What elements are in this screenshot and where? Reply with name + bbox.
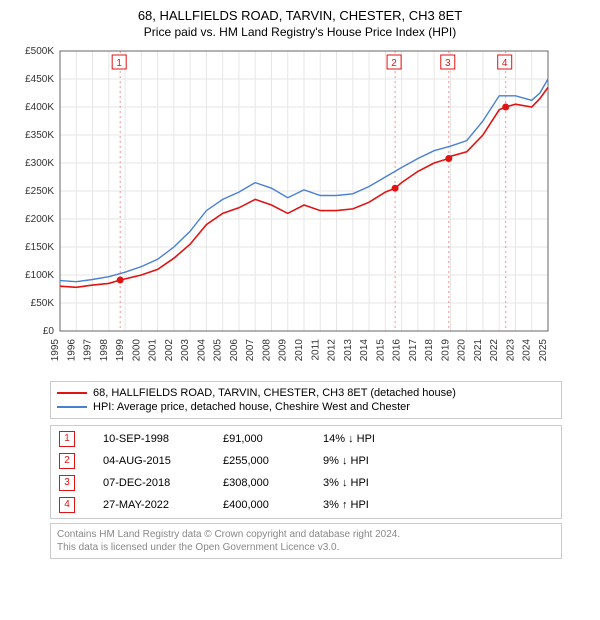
sale-marker-badge: 3 bbox=[59, 475, 75, 491]
svg-text:3: 3 bbox=[445, 58, 451, 69]
svg-text:£500K: £500K bbox=[25, 46, 54, 57]
footer-attribution: Contains HM Land Registry data © Crown c… bbox=[50, 523, 562, 559]
svg-text:2022: 2022 bbox=[489, 339, 500, 362]
sale-row: 3 07-DEC-2018£308,0003% ↓ HPI bbox=[51, 472, 561, 494]
sale-marker-badge: 2 bbox=[59, 453, 75, 469]
sale-date: 04-AUG-2015 bbox=[103, 455, 223, 467]
legend-label: 68, HALLFIELDS ROAD, TARVIN, CHESTER, CH… bbox=[93, 387, 456, 399]
sale-vs-hpi: 3% ↑ HPI bbox=[323, 499, 413, 511]
sale-row: 1 10-SEP-1998£91,00014% ↓ HPI bbox=[51, 428, 561, 450]
sale-vs-hpi: 9% ↓ HPI bbox=[323, 455, 413, 467]
sale-vs-hpi: 14% ↓ HPI bbox=[323, 433, 413, 445]
svg-text:2003: 2003 bbox=[180, 339, 191, 362]
price-chart: £0 £50K £100K £150K £200K £250K £300K £350K £400… bbox=[12, 45, 592, 375]
svg-text:2020: 2020 bbox=[457, 339, 468, 362]
svg-text:£0: £0 bbox=[43, 326, 55, 337]
svg-text:1997: 1997 bbox=[83, 339, 94, 362]
svg-text:£400K: £400K bbox=[25, 102, 54, 113]
svg-text:2018: 2018 bbox=[424, 339, 435, 362]
svg-text:1998: 1998 bbox=[99, 339, 110, 362]
page-subtitle: Price paid vs. HM Land Registry's House … bbox=[8, 25, 592, 39]
legend-swatch bbox=[57, 406, 87, 408]
footer-line: This data is licensed under the Open Gov… bbox=[57, 541, 555, 554]
svg-text:1995: 1995 bbox=[50, 339, 61, 362]
svg-text:2013: 2013 bbox=[343, 339, 354, 362]
page-title: 68, HALLFIELDS ROAD, TARVIN, CHESTER, CH… bbox=[8, 8, 592, 23]
footer-line: Contains HM Land Registry data © Crown c… bbox=[57, 528, 555, 541]
svg-text:£50K: £50K bbox=[31, 298, 55, 309]
svg-text:2016: 2016 bbox=[392, 339, 403, 362]
sale-price: £91,000 bbox=[223, 433, 323, 445]
svg-text:£350K: £350K bbox=[25, 130, 54, 141]
svg-text:2001: 2001 bbox=[148, 339, 159, 362]
sale-date: 07-DEC-2018 bbox=[103, 477, 223, 489]
sale-price: £308,000 bbox=[223, 477, 323, 489]
svg-text:2017: 2017 bbox=[408, 339, 419, 362]
svg-text:£450K: £450K bbox=[25, 74, 54, 85]
svg-text:£200K: £200K bbox=[25, 214, 54, 225]
sale-date: 27-MAY-2022 bbox=[103, 499, 223, 511]
svg-text:4: 4 bbox=[502, 58, 508, 69]
sales-table: 1 10-SEP-1998£91,00014% ↓ HPI 2 04-AUG-2015… bbox=[50, 425, 562, 519]
svg-text:2004: 2004 bbox=[196, 339, 207, 362]
svg-text:2024: 2024 bbox=[522, 339, 533, 362]
sale-marker-badge: 1 bbox=[59, 431, 75, 447]
svg-text:1996: 1996 bbox=[66, 339, 77, 362]
sale-vs-hpi: 3% ↓ HPI bbox=[323, 477, 413, 489]
sale-date: 10-SEP-1998 bbox=[103, 433, 223, 445]
svg-text:2014: 2014 bbox=[359, 339, 370, 362]
svg-text:2: 2 bbox=[391, 58, 397, 69]
legend-item: 68, HALLFIELDS ROAD, TARVIN, CHESTER, CH… bbox=[57, 386, 555, 400]
svg-text:1999: 1999 bbox=[115, 339, 126, 362]
legend-item: HPI: Average price, detached house, Ches… bbox=[57, 400, 555, 414]
sale-price: £255,000 bbox=[223, 455, 323, 467]
svg-text:2002: 2002 bbox=[164, 339, 175, 362]
svg-text:£150K: £150K bbox=[25, 242, 54, 253]
svg-text:2015: 2015 bbox=[375, 339, 386, 362]
svg-text:2010: 2010 bbox=[294, 339, 305, 362]
svg-text:2000: 2000 bbox=[131, 339, 142, 362]
svg-text:2025: 2025 bbox=[538, 339, 549, 362]
svg-text:2009: 2009 bbox=[278, 339, 289, 362]
svg-text:2012: 2012 bbox=[327, 339, 338, 362]
legend-label: HPI: Average price, detached house, Ches… bbox=[93, 401, 410, 413]
svg-text:1: 1 bbox=[116, 58, 122, 69]
svg-text:£100K: £100K bbox=[25, 270, 54, 281]
sale-row: 4 27-MAY-2022£400,0003% ↑ HPI bbox=[51, 494, 561, 516]
svg-text:2005: 2005 bbox=[213, 339, 224, 362]
legend: 68, HALLFIELDS ROAD, TARVIN, CHESTER, CH… bbox=[50, 381, 562, 419]
svg-text:2006: 2006 bbox=[229, 339, 240, 362]
svg-text:2021: 2021 bbox=[473, 339, 484, 362]
svg-text:2007: 2007 bbox=[245, 339, 256, 362]
sale-marker-badge: 4 bbox=[59, 497, 75, 513]
svg-text:2023: 2023 bbox=[505, 339, 516, 362]
svg-text:2008: 2008 bbox=[261, 339, 272, 362]
svg-text:2019: 2019 bbox=[440, 339, 451, 362]
legend-swatch bbox=[57, 392, 87, 394]
sale-price: £400,000 bbox=[223, 499, 323, 511]
svg-text:2011: 2011 bbox=[310, 339, 321, 361]
svg-text:£300K: £300K bbox=[25, 158, 54, 169]
sale-row: 2 04-AUG-2015£255,0009% ↓ HPI bbox=[51, 450, 561, 472]
svg-text:£250K: £250K bbox=[25, 186, 54, 197]
